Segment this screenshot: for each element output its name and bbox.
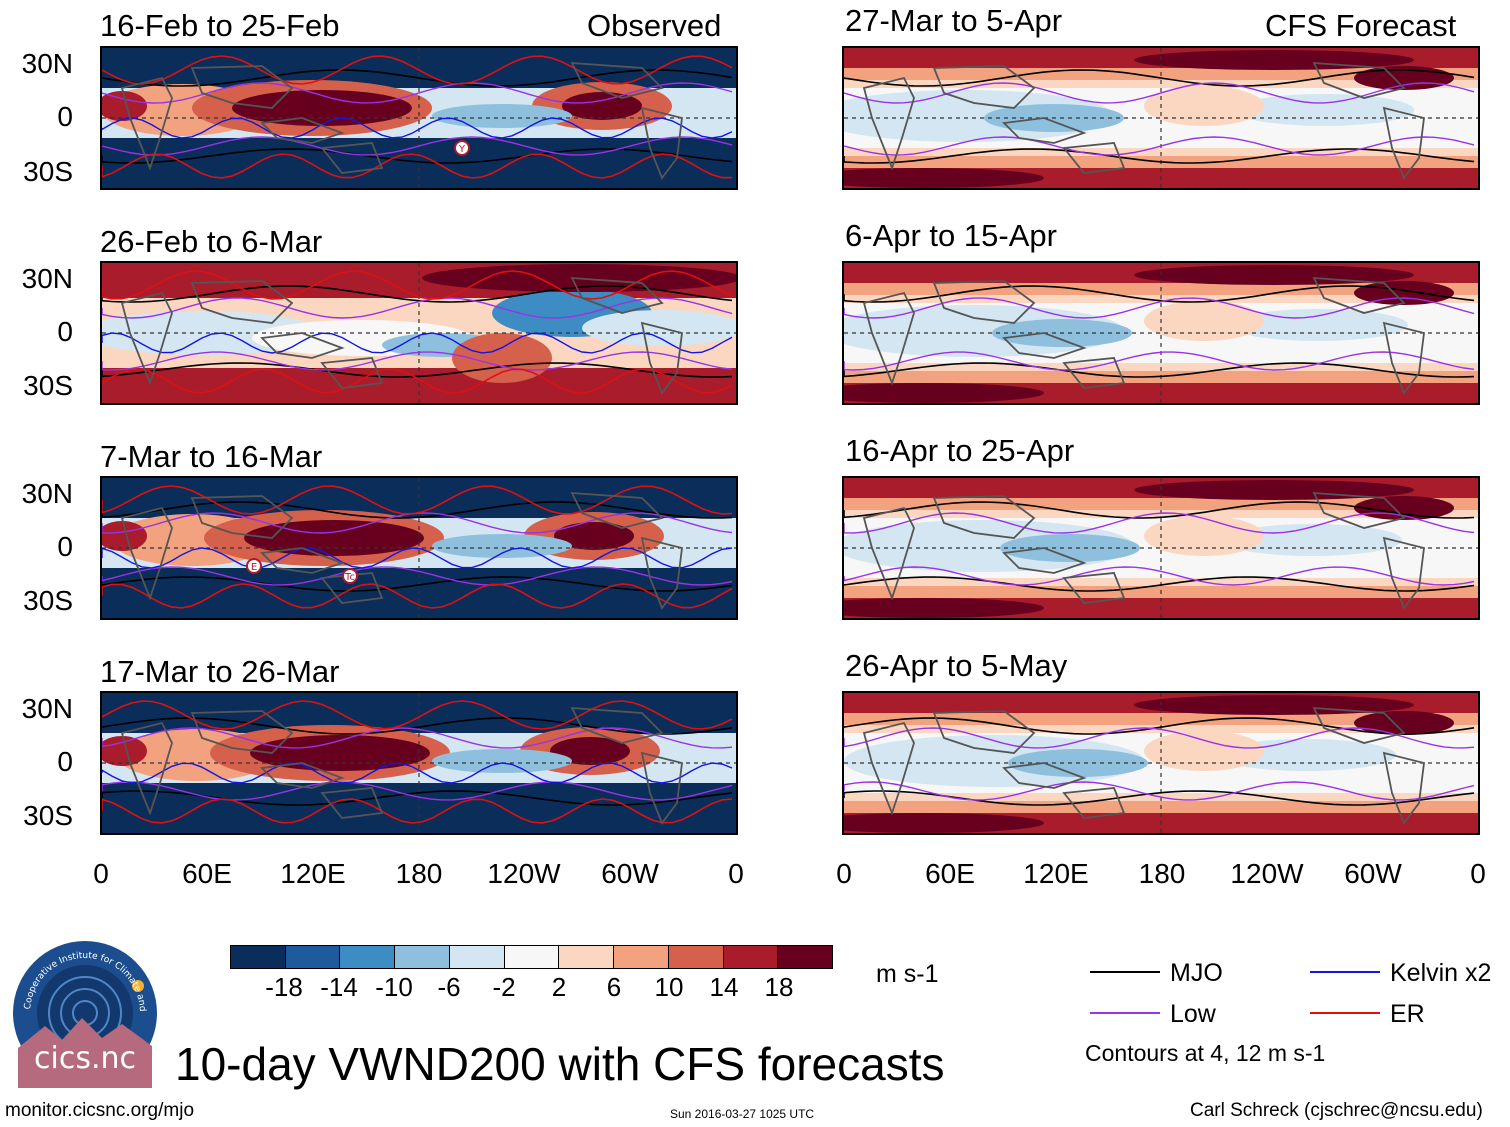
lat-label-0-p4: 0	[57, 746, 73, 777]
legend-label-low: Low	[1170, 1000, 1216, 1028]
colorbar-tick: 18	[764, 972, 794, 1002]
panel-title-left-3: 7-Mar to 16-Mar	[100, 439, 323, 474]
map-panel-observed-1: Y	[100, 46, 738, 190]
lat-label-0-p3: 0	[57, 531, 73, 562]
footer-timestamp: Sun 2016-03-27 1025 UTC	[670, 1107, 815, 1121]
lon-label-180-right: 180	[1138, 858, 1186, 889]
lat-label-30n-p4: 30N	[21, 693, 73, 724]
legend-line-er	[1310, 1012, 1380, 1014]
legend-label-er: ER	[1390, 1000, 1425, 1028]
lat-label-30n-p3: 30N	[21, 478, 73, 509]
lon-label-60w-left: 60W	[601, 858, 659, 889]
map-panel-forecast-2	[842, 261, 1480, 405]
lon-label-120e-left: 120E	[280, 858, 346, 889]
cics-logo: Cooperative Institute for Climate and Sa…	[7, 931, 160, 1088]
lon-label-120w-right: 120W	[1230, 858, 1304, 889]
legend-line-kelvin	[1310, 971, 1380, 973]
map-panel-observed-2	[100, 261, 738, 405]
panel-title-left-4: 17-Mar to 26-Mar	[100, 654, 340, 689]
footer-author: Carl Schreck (cjschrec@ncsu.edu)	[1190, 1100, 1483, 1121]
lat-label-30n-p2: 30N	[21, 263, 73, 294]
svg-text:Y: Y	[458, 144, 466, 155]
cfs-forecast-label: CFS Forecast	[1265, 8, 1457, 43]
lon-label-60e-right: 60E	[925, 858, 975, 889]
map-panel-observed-4	[100, 691, 738, 835]
colorbar	[230, 945, 833, 969]
panel-title-right-3: 16-Apr to 25-Apr	[845, 433, 1075, 468]
map-panel-observed-3: E Tc	[100, 476, 738, 620]
panel-title-right-4: 26-Apr to 5-May	[845, 648, 1068, 683]
lon-label-0-end-right: 0	[1470, 858, 1486, 889]
map-panel-forecast-4	[842, 691, 1480, 835]
colorbar-tick: -14	[320, 972, 358, 1002]
contours-note: Contours at 4, 12 m s-1	[1085, 1040, 1326, 1066]
lon-label-0-end-left: 0	[728, 858, 744, 889]
colorbar-swatch	[231, 946, 286, 968]
colorbar-swatch	[559, 946, 615, 968]
colorbar-tick: 2	[551, 972, 567, 1002]
svg-text:E: E	[251, 562, 257, 573]
colorbar-swatch	[668, 946, 724, 968]
colorbar-swatch	[449, 946, 505, 968]
lon-label-0-left: 0	[93, 858, 109, 889]
colorbar-tick: -10	[375, 972, 413, 1002]
svg-text:Tc: Tc	[344, 572, 355, 583]
colorbar-swatch	[504, 946, 560, 968]
colorbar-units: m s-1	[876, 960, 939, 988]
colorbar-swatch	[340, 946, 396, 968]
colorbar-swatch	[723, 946, 779, 968]
storm-marker: Tc	[342, 568, 358, 584]
lon-label-60e-left: 60E	[182, 858, 232, 889]
colorbar-tick: -2	[492, 972, 516, 1002]
panel-title-right-2: 6-Apr to 15-Apr	[845, 218, 1057, 253]
colorbar-tick: -18	[265, 972, 303, 1002]
footer-url[interactable]: monitor.cicsnc.org/mjo	[5, 1100, 195, 1121]
map-panel-forecast-3	[842, 476, 1480, 620]
colorbar-tick: 6	[606, 972, 622, 1002]
storm-marker: Y	[454, 140, 470, 156]
colorbar-tick: -6	[437, 972, 461, 1002]
colorbar-tick: 10	[654, 972, 684, 1002]
colorbar-swatch	[614, 946, 669, 968]
map-panel-forecast-1	[842, 46, 1480, 190]
legend-line-low	[1090, 1012, 1160, 1014]
legend-line-mjo	[1090, 971, 1160, 973]
lon-label-120e-right: 120E	[1023, 858, 1089, 889]
observed-label: Observed	[587, 8, 722, 43]
main-title: 10-day VWND200 with CFS forecasts	[175, 1038, 945, 1090]
lat-label-0-p2: 0	[57, 316, 73, 347]
lat-label-30s-p2: 30S	[23, 370, 73, 401]
lon-label-180-left: 180	[395, 858, 443, 889]
lon-label-60w-right: 60W	[1344, 858, 1402, 889]
lon-label-120w-left: 120W	[487, 858, 561, 889]
panel-title-left-2: 26-Feb to 6-Mar	[100, 224, 323, 259]
logo-name: cics.nc	[34, 1041, 136, 1076]
storm-marker: E	[246, 558, 262, 574]
colorbar-swatch	[285, 946, 341, 968]
panel-title-right-1: 27-Mar to 5-Apr	[845, 3, 1063, 38]
lat-label-30n-p1: 30N	[21, 48, 73, 79]
lat-label-30s-p3: 30S	[23, 585, 73, 616]
colorbar-swatch	[778, 946, 833, 968]
lat-label-0-p1: 0	[57, 101, 73, 132]
colorbar-tick: 14	[709, 972, 739, 1002]
lat-label-30s-p4: 30S	[23, 800, 73, 831]
panel-title-left-1: 16-Feb to 25-Feb	[100, 8, 340, 43]
lon-label-0-right: 0	[836, 858, 852, 889]
legend-label-mjo: MJO	[1170, 959, 1223, 987]
legend-label-kelvin: Kelvin x2	[1390, 959, 1492, 987]
colorbar-swatch	[395, 946, 450, 968]
lat-label-30s-p1: 30S	[23, 156, 73, 187]
